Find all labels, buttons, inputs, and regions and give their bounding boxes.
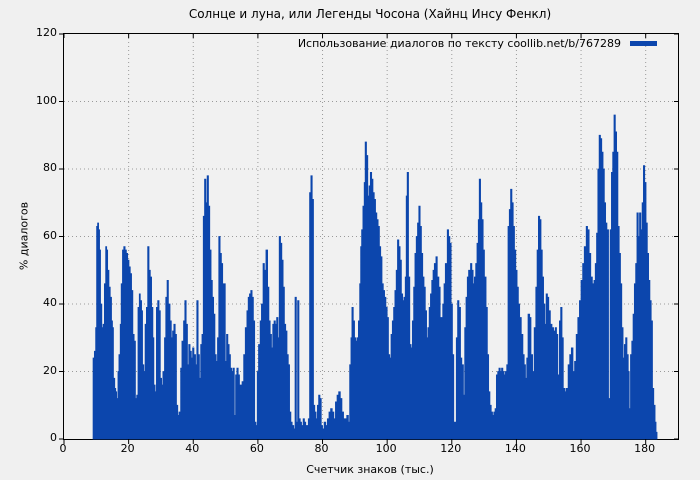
y-tick-label: 0 — [50, 431, 57, 444]
y-tick-label: 100 — [36, 93, 57, 107]
x-tick-label: 140 — [504, 442, 526, 455]
x-tick-label: 80 — [314, 442, 329, 455]
plot-area — [59, 33, 679, 444]
x-tick-label: 160 — [569, 442, 591, 455]
legend: Использование диалогов по тексту coollib… — [297, 36, 657, 50]
x-tick-label: 100 — [375, 442, 397, 455]
chart-title: Солнце и луна, или Легенды Чосона (Хайнц… — [188, 7, 552, 21]
legend-line-swatch — [630, 40, 657, 46]
x-tick-label: 120 — [440, 442, 462, 455]
x-tick-label: 180 — [634, 442, 656, 455]
y-tick-label: 60 — [43, 228, 57, 242]
data-series-area — [92, 114, 658, 440]
y-tick-label: 20 — [43, 363, 57, 377]
x-axis-label: Счетчик знаков (тыс.) — [306, 463, 434, 476]
y-tick-label: 80 — [43, 161, 57, 174]
chart-canvas — [59, 33, 678, 444]
y-tick-label: 40 — [43, 296, 57, 309]
legend-label: Использование диалогов по тексту coollib… — [297, 36, 621, 50]
axis-tick-marks — [59, 33, 678, 444]
x-tick-label: 20 — [120, 442, 135, 455]
y-tick-label: 120 — [36, 26, 57, 39]
x-tick-label: 0 — [59, 442, 67, 455]
dialog-usage-series — [92, 114, 658, 440]
x-tick-label: 60 — [249, 442, 264, 455]
x-tick-label: 40 — [185, 442, 200, 455]
